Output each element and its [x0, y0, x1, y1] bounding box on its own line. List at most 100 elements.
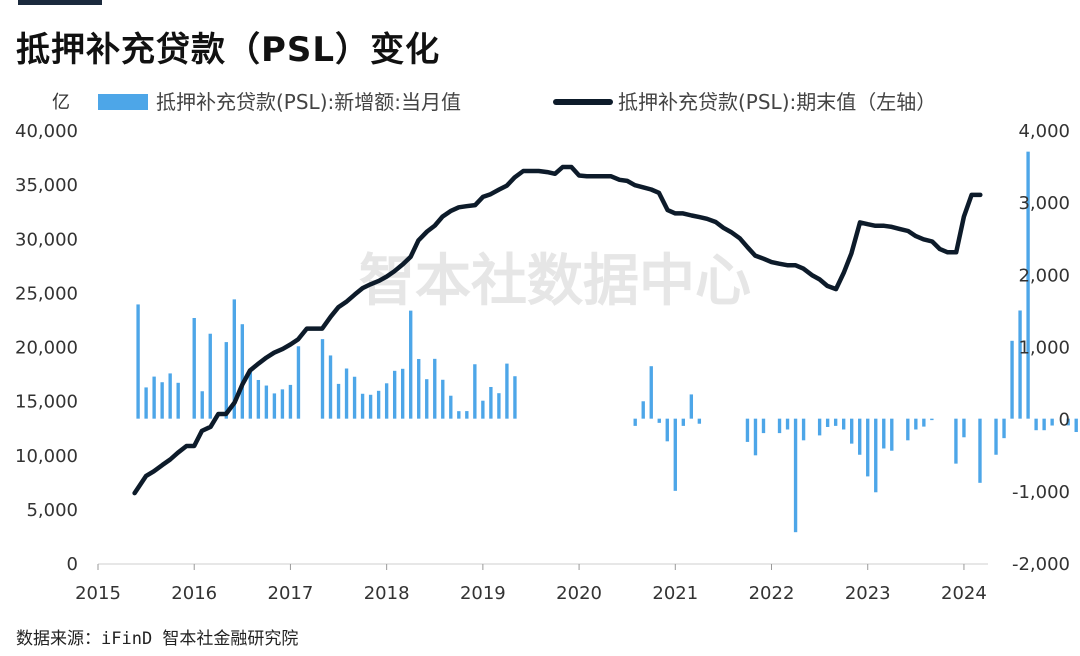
- bar: [777, 418, 782, 434]
- bar: [465, 411, 469, 419]
- bar: [256, 379, 261, 419]
- left-tick-label: 0: [67, 554, 78, 575]
- bar: [681, 418, 685, 426]
- bar: [409, 310, 413, 419]
- bar: [449, 395, 453, 419]
- left-tick-label: 30,000: [15, 229, 78, 250]
- top-accent-bar: [18, 0, 102, 5]
- bar: [328, 355, 333, 419]
- x-tick-label: 2021: [652, 583, 698, 604]
- bar: [689, 394, 694, 419]
- bar: [248, 371, 253, 419]
- x-tick-label: 2019: [460, 583, 506, 604]
- bar: [288, 384, 293, 419]
- bar: [841, 418, 846, 430]
- bar: [425, 379, 429, 419]
- bar: [433, 358, 437, 419]
- bar: [962, 418, 966, 438]
- left-tick-label: 25,000: [15, 283, 78, 304]
- bar: [850, 418, 854, 444]
- watermark-text: 智本社数据中心: [359, 249, 751, 314]
- bar: [1066, 418, 1070, 426]
- bar: [296, 346, 301, 419]
- x-tick-label: 2020: [556, 583, 602, 604]
- left-tick-label: 20,000: [15, 338, 78, 359]
- bar: [240, 324, 245, 419]
- bar: [1074, 418, 1078, 433]
- bar: [1034, 418, 1038, 431]
- left-tick-label: 40,000: [15, 121, 78, 142]
- bar: [441, 379, 445, 419]
- bar: [665, 418, 669, 442]
- bar: [168, 373, 172, 419]
- left-tick-label: 10,000: [15, 446, 78, 467]
- right-tick-label: 3,000: [1018, 193, 1070, 214]
- bar: [994, 418, 998, 455]
- right-tick-label: 4,000: [1018, 121, 1070, 142]
- bar: [505, 363, 509, 419]
- bar: [657, 418, 661, 423]
- bar: [825, 418, 830, 427]
- bar: [1050, 418, 1054, 426]
- bar: [136, 304, 140, 419]
- bar: [906, 418, 910, 441]
- left-tick-label: 5,000: [26, 500, 78, 521]
- bar: [473, 364, 477, 419]
- bar: [264, 385, 269, 419]
- bar: [384, 383, 389, 419]
- bar: [376, 390, 381, 419]
- bar: [1026, 151, 1030, 419]
- line-path: [132, 164, 983, 496]
- bar: [417, 358, 421, 419]
- left-tick-label: 35,000: [15, 175, 78, 196]
- bar: [922, 418, 926, 427]
- left-axis-unit: 亿: [52, 92, 70, 113]
- bar: [368, 394, 373, 419]
- bar: [497, 393, 501, 419]
- right-tick-label: -2,000: [1012, 554, 1070, 575]
- x-tick-label: 2024: [941, 583, 987, 604]
- x-tick-label: 2023: [845, 583, 891, 604]
- bar: [457, 411, 461, 419]
- x-tick-label: 2016: [171, 583, 217, 604]
- bar: [1042, 418, 1046, 431]
- bar: [761, 418, 766, 434]
- x-tick-label: 2022: [749, 583, 795, 604]
- x-tick-label: 2017: [268, 583, 314, 604]
- bar: [866, 418, 870, 477]
- bar: [833, 418, 838, 426]
- legend-bar-swatch: [98, 94, 148, 110]
- bar: [745, 418, 750, 442]
- bar: [673, 418, 677, 491]
- bar: [882, 418, 886, 449]
- bar: [753, 418, 758, 456]
- right-tick-label: 1,000: [1018, 338, 1070, 359]
- bar: [192, 317, 196, 419]
- right-tick-label: -1,000: [1012, 482, 1070, 503]
- page-title: 抵押补充贷款（PSL）变化: [16, 30, 441, 70]
- bar: [481, 400, 485, 419]
- legend-line-label: 抵押补充贷款(PSL):期末值（左轴）: [618, 90, 936, 114]
- bar-series: [136, 151, 1078, 533]
- data-source-note: 数据来源：iFinD 智本社金融研究院: [16, 629, 299, 649]
- right-tick-label: 2,000: [1018, 265, 1070, 286]
- bar: [914, 418, 918, 430]
- bar: [874, 418, 878, 493]
- bar: [930, 418, 934, 421]
- bar: [890, 418, 894, 451]
- bar: [1018, 310, 1022, 419]
- bar: [817, 418, 822, 436]
- bar: [392, 370, 397, 419]
- bar: [160, 382, 164, 419]
- legend-bar-label: 抵押补充贷款(PSL):新增额:当月值: [156, 90, 461, 114]
- bar: [272, 393, 277, 419]
- bar: [336, 383, 341, 419]
- bar: [785, 418, 790, 430]
- bar: [954, 418, 958, 464]
- bar: [352, 376, 357, 419]
- left-tick-label: 15,000: [15, 392, 78, 413]
- bar: [793, 418, 798, 533]
- line-series: [132, 164, 983, 496]
- right-tick-label: 0: [1059, 410, 1070, 431]
